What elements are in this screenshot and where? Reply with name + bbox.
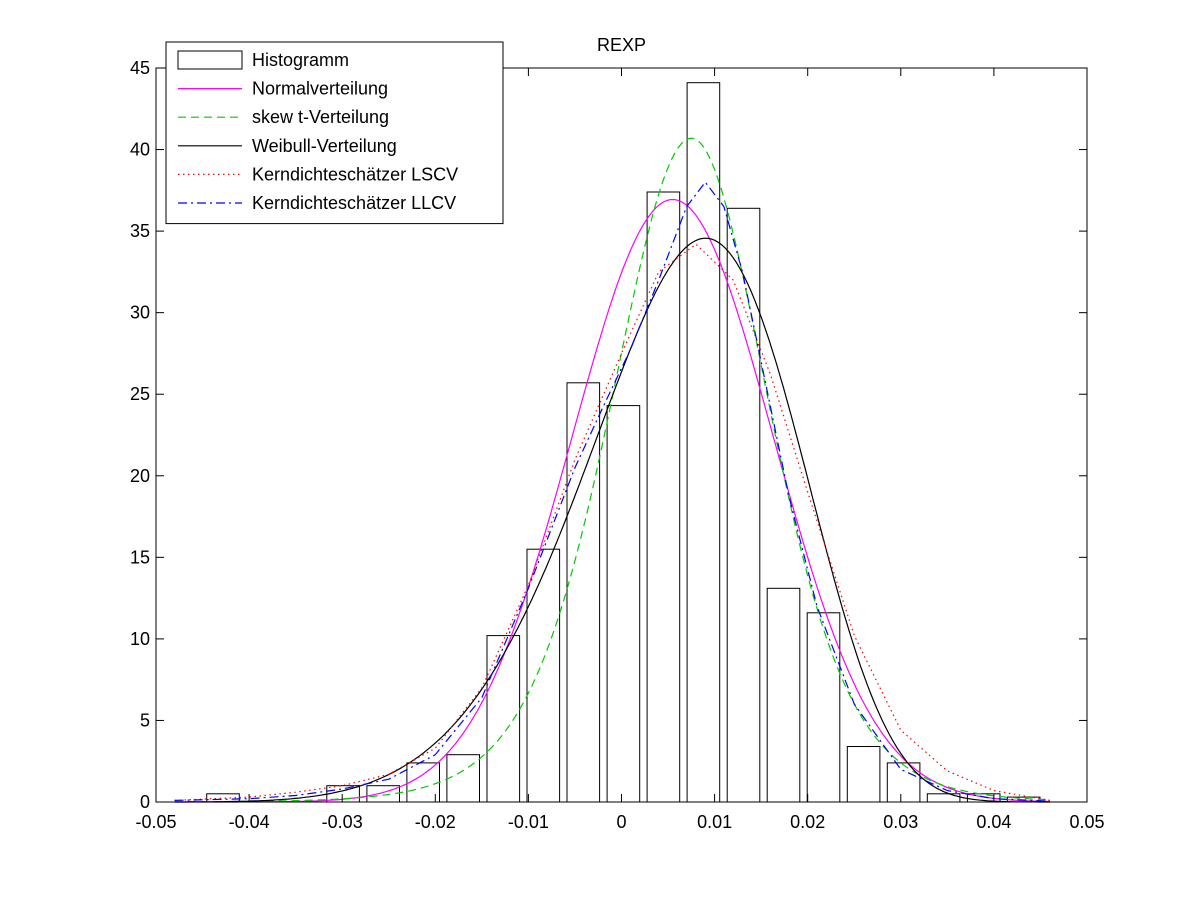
series-line-kerndichtesch-tzer-llcv xyxy=(174,181,1050,802)
histogram-bar xyxy=(446,754,480,803)
x-tick-label: -0.05 xyxy=(135,812,176,832)
histogram-bar xyxy=(846,746,881,803)
y-tick-label: 5 xyxy=(140,710,150,730)
y-tick-label: 0 xyxy=(140,792,150,812)
x-tick-label: 0.04 xyxy=(976,812,1011,832)
y-tick-label: 25 xyxy=(130,384,150,404)
histogram-bar xyxy=(606,405,641,803)
y-tick-label: 40 xyxy=(130,140,150,160)
y-tick-label: 45 xyxy=(130,58,150,78)
histogram-bars xyxy=(206,82,1041,803)
x-tick-label: 0.02 xyxy=(790,812,825,832)
series-line-kerndichtesch-tzer-lscv xyxy=(174,243,1050,801)
y-tick-label: 10 xyxy=(130,629,150,649)
histogram-bar xyxy=(566,382,601,803)
histogram-bar xyxy=(646,191,681,803)
chart-title: REXP xyxy=(597,35,646,55)
histogram-bar xyxy=(486,635,521,803)
legend-label: Normalverteilung xyxy=(252,79,388,99)
histogram-bar xyxy=(526,548,561,803)
y-tick-label: 15 xyxy=(130,547,150,567)
histogram-bar xyxy=(366,785,400,803)
x-tick-label: -0.03 xyxy=(322,812,363,832)
legend: Histogramm Normalverteilung skew t-Verteil… xyxy=(165,41,504,225)
histogram-bar xyxy=(686,82,721,803)
histogram-bar xyxy=(766,587,801,803)
histogram-bar xyxy=(806,612,841,803)
legend-label: Histogramm xyxy=(252,50,349,70)
histogram-bar xyxy=(886,762,921,803)
density-curves xyxy=(174,137,1050,803)
legend-label: Weibull-Verteilung xyxy=(252,136,397,156)
x-tick-label: -0.01 xyxy=(508,812,549,832)
series-line-normalverteilung xyxy=(174,198,1050,803)
histogram-bar xyxy=(406,762,440,803)
legend-label: Kerndichteschätzer LLCV xyxy=(252,193,456,213)
histogram-bar xyxy=(206,793,240,803)
legend-label: skew t-Verteilung xyxy=(252,107,389,127)
histogram-bar xyxy=(926,793,961,803)
y-tick-label: 30 xyxy=(130,303,150,323)
x-tick-label: 0 xyxy=(616,812,626,832)
legend-box xyxy=(165,41,504,225)
x-tick-label: 0.03 xyxy=(883,812,918,832)
x-tick-label: 0.05 xyxy=(1069,812,1104,832)
legend-label: Kerndichteschätzer LSCV xyxy=(252,164,458,184)
y-tick-label: 35 xyxy=(130,221,150,241)
y-tick-label: 20 xyxy=(130,466,150,486)
x-tick-label: 0.01 xyxy=(697,812,732,832)
axis-ticks: -0.05 -0.04 -0.03 -0.02 -0.01 0 0.01 0.02 0.03 0.… xyxy=(130,58,1105,832)
series-line-weibull-verteilung xyxy=(174,237,1050,803)
legend-swatch-histogram xyxy=(177,50,243,70)
x-tick-label: -0.04 xyxy=(229,812,270,832)
x-tick-label: -0.02 xyxy=(415,812,456,832)
